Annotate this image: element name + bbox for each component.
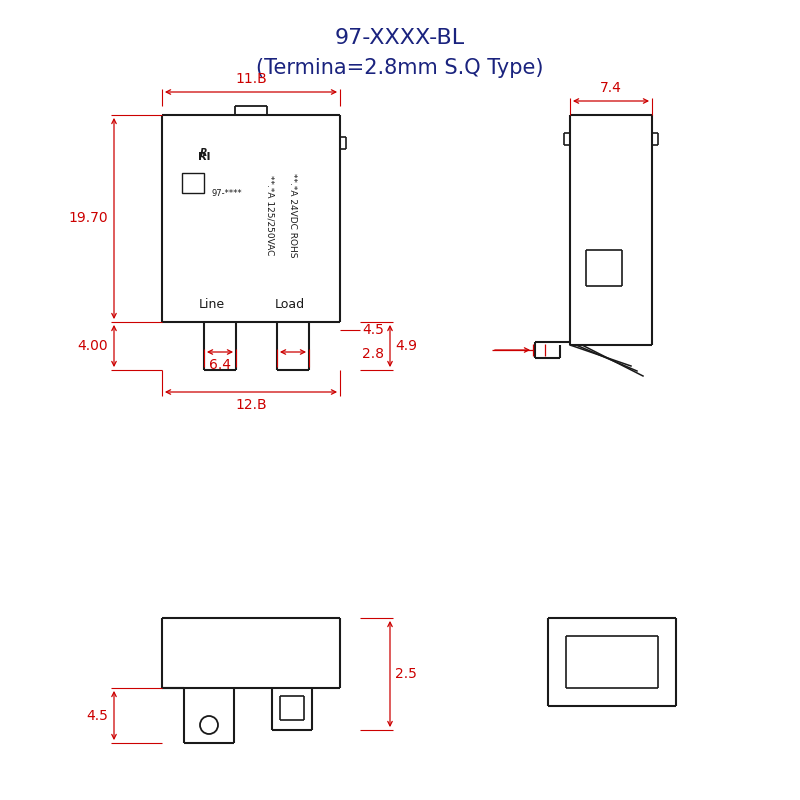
Text: 11.B: 11.B: [235, 72, 267, 86]
Text: 2.5: 2.5: [395, 667, 417, 681]
Text: 4.5: 4.5: [86, 709, 108, 722]
Text: 7.4: 7.4: [600, 81, 622, 95]
Text: **.*A 125/250VAC: **.*A 125/250VAC: [266, 175, 274, 255]
Text: 6.4: 6.4: [209, 358, 231, 372]
Text: Load: Load: [275, 298, 305, 310]
Text: 4.5: 4.5: [362, 323, 384, 337]
Text: **.*A 24VDC ROHS: **.*A 24VDC ROHS: [287, 173, 297, 258]
Text: Line: Line: [199, 298, 225, 310]
Text: 4.00: 4.00: [78, 339, 108, 353]
Text: 2.8: 2.8: [362, 347, 384, 361]
Text: R: R: [200, 148, 208, 158]
Text: 19.70: 19.70: [68, 211, 108, 226]
Text: C: C: [187, 177, 197, 190]
Text: 4.9: 4.9: [395, 339, 417, 353]
Text: RI: RI: [198, 152, 210, 162]
Text: 97-XXXX-BL: 97-XXXX-BL: [335, 28, 465, 48]
Text: 12.B: 12.B: [235, 398, 267, 412]
Bar: [182, 173, 204, 193]
Text: 97-****: 97-****: [212, 189, 242, 198]
Text: (Termina=2.8mm S.Q Type): (Termina=2.8mm S.Q Type): [256, 58, 544, 78]
